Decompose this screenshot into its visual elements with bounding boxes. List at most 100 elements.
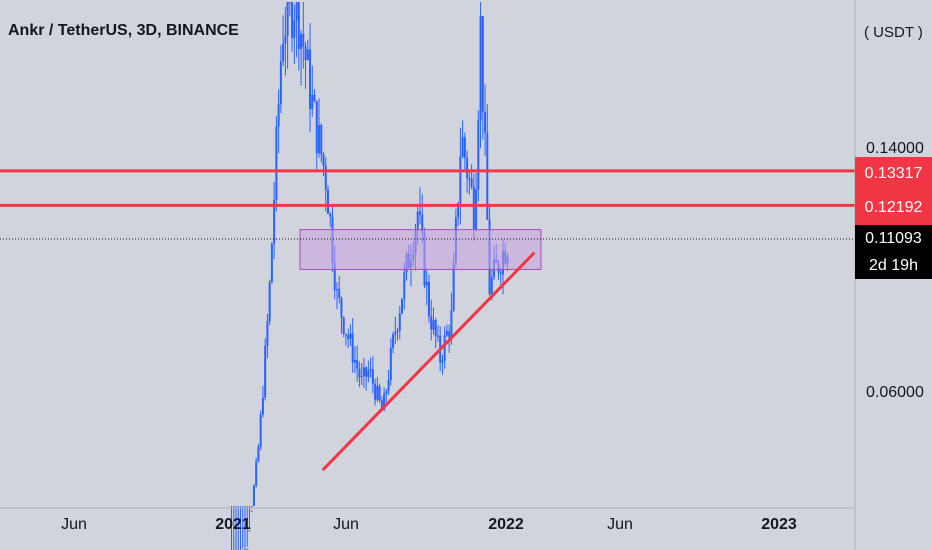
candle-body [434,320,437,337]
price-label-level-2: 0.12192 [855,191,932,225]
candle-body [275,126,278,200]
candle-body [259,414,262,447]
candle-body [441,360,444,363]
x-tick-label: Jun [607,516,633,533]
candle-body [383,393,386,411]
candle-body [362,367,365,376]
y-tick-label: 0.14000 [866,140,924,157]
candle-body [452,262,455,311]
candle-body [270,243,273,283]
x-tick-label: Jun [61,516,87,533]
y-tick-label: 0.06000 [866,384,924,401]
drawings [0,169,855,472]
candle-body [365,367,368,377]
candle-body [477,120,480,190]
x-tick-label: 2021 [215,516,251,533]
candle-body [403,272,406,299]
candle-body [315,101,318,154]
candle-body [430,316,433,330]
candle-body [302,33,305,47]
candle-body [356,360,359,369]
candle-body [257,446,260,462]
candle-body [367,370,370,377]
candle-body [338,288,341,298]
candle-body [427,281,430,317]
candle-body [286,2,289,37]
candle-body [401,298,404,314]
bar-countdown: 2d 19h [869,257,918,274]
candle-body [463,137,466,158]
candle-body [304,46,307,61]
candle-body [284,36,287,44]
candle-body [279,61,282,105]
candle-body [306,49,309,61]
candle-body [490,277,493,295]
candle-body [418,211,421,215]
candle-body [475,189,478,230]
candle-body [443,335,446,361]
candle-body [326,189,329,214]
candle-body [376,385,379,400]
x-tick-label: Jun [333,516,359,533]
candle-body [318,125,321,154]
candle-body [371,369,374,384]
current-price-label: 0.11093 2d 19h [855,225,932,279]
candle-body [268,282,271,322]
candle-body [250,510,253,512]
candle-body [277,104,280,127]
candle-body [344,334,347,336]
candle-body [360,375,363,378]
candle-body [293,20,296,39]
candle-body [295,2,298,21]
candle-body [421,214,424,233]
candle-body [300,33,303,50]
candle-body [484,111,487,133]
candle-body [340,297,343,318]
candle-body [472,186,475,230]
candle-body [347,335,350,339]
candle-body [243,548,246,550]
price-label-level-1: 0.13317 [855,157,932,191]
candle-body [311,94,314,110]
candle-body [481,16,484,112]
candle-body [313,94,316,102]
candle-body [309,49,312,110]
candle-body [297,2,300,50]
supply-zone [299,229,542,270]
candle-body [288,2,291,3]
candle-body [392,334,395,348]
candle-body [479,16,482,121]
candle-body [335,288,338,291]
candle-body [264,345,267,398]
candle-body [450,310,453,338]
current-price-value: 0.11093 [865,230,922,247]
candle-body [425,281,428,286]
candle-body [255,461,258,486]
candle-body [378,385,381,401]
candle-body [416,211,419,230]
candle-body [252,485,255,506]
candle-body [374,383,377,400]
candle-body [353,360,356,363]
candle-body [266,321,269,346]
candle-body [320,125,323,155]
x-tick-label: 2022 [488,516,524,533]
candle-body [329,213,332,217]
currency-label: ( USDT ) [864,24,923,41]
candle-body [380,400,383,411]
candle-body [470,178,473,187]
candle-body [486,132,489,220]
candles [231,2,509,550]
candle-body [369,369,372,371]
candle-body [432,320,435,330]
candle-body [445,331,448,336]
ascending-trendline [321,251,536,472]
candle-body [349,333,352,339]
candle-body [389,347,392,381]
candle-body [342,317,345,335]
candle-body [291,2,294,39]
candle-body [459,156,462,204]
candle-body [351,333,354,363]
candle-body [333,262,336,291]
